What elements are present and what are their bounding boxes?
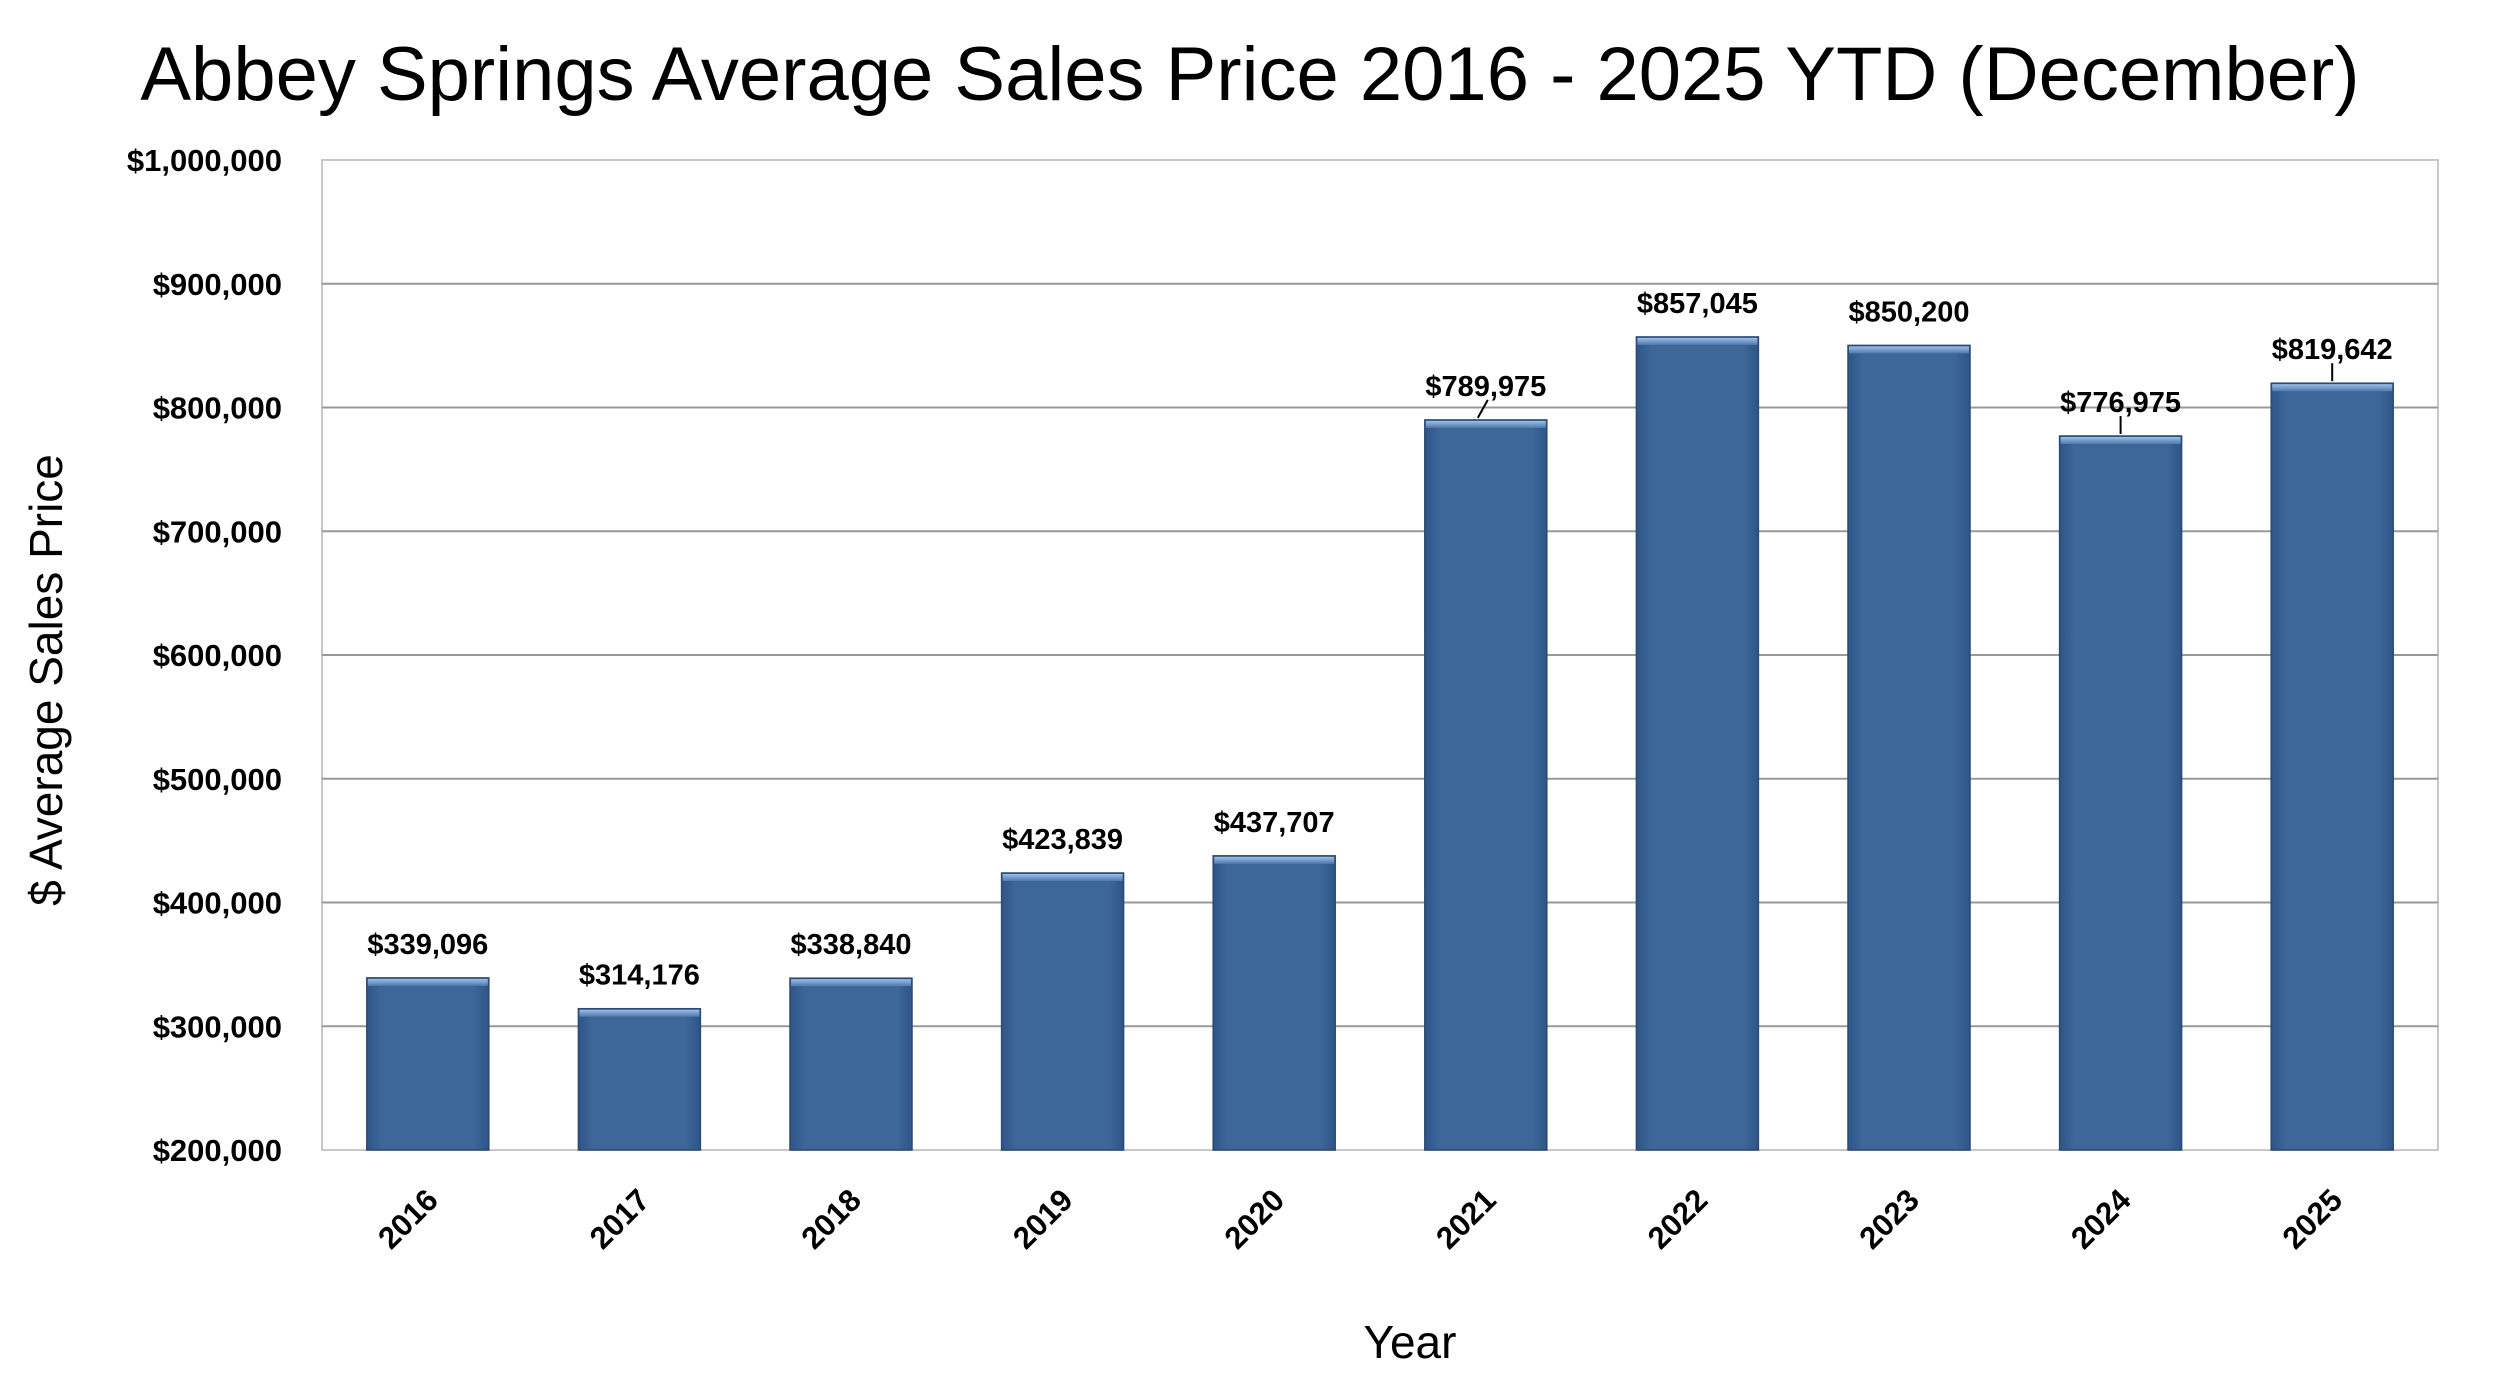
bar-top-highlight — [791, 979, 911, 987]
y-tick-label: $400,000 — [153, 886, 282, 921]
x-tick-label: 2023 — [1852, 1182, 1926, 1256]
x-tick-label: 2016 — [371, 1182, 445, 1256]
data-label: $314,176 — [579, 960, 700, 992]
y-axis-title: $ Average Sales Price — [20, 454, 72, 906]
bar — [2058, 435, 2183, 1151]
bar-top-highlight — [1214, 856, 1335, 864]
chart-title: Abbey Springs Average Sales Price 2016 -… — [140, 32, 2359, 117]
data-label: $850,200 — [1849, 296, 1970, 328]
bar — [577, 1007, 702, 1151]
x-axis-title: Year — [1364, 1316, 1457, 1368]
data-label: $857,045 — [1637, 288, 1758, 320]
label-leader-line — [1476, 399, 1489, 419]
y-tick-label: $200,000 — [153, 1133, 282, 1168]
x-tick-label: 2017 — [583, 1182, 657, 1256]
bar-top-highlight — [1002, 873, 1123, 881]
y-tick-label: $800,000 — [153, 391, 282, 426]
data-label: $819,642 — [2272, 334, 2393, 366]
x-tick-label: 2021 — [1429, 1182, 1503, 1256]
data-label: $789,975 — [1425, 371, 1546, 403]
x-tick-label: 2024 — [2064, 1182, 2138, 1256]
data-label: $339,096 — [367, 929, 488, 961]
x-tick-label: 2019 — [1006, 1182, 1080, 1256]
bar — [1847, 344, 1971, 1151]
x-tick-label: 2025 — [2276, 1182, 2350, 1256]
bar — [2270, 382, 2394, 1151]
bar — [789, 977, 913, 1151]
bar — [1000, 872, 1125, 1151]
data-label: $338,840 — [791, 929, 912, 961]
bar-top-highlight — [579, 1009, 700, 1017]
plot-area: $200,000 $300,000 $400,000 $500,000 $600,000… — [127, 143, 2439, 1256]
bar — [1424, 419, 1548, 1151]
y-tick-label: $600,000 — [153, 638, 282, 673]
data-label: $776,975 — [2060, 387, 2181, 419]
bar-top-highlight — [1637, 337, 1758, 345]
bar — [366, 977, 490, 1151]
bar-top-highlight — [2272, 384, 2393, 392]
bar-top-highlight — [2060, 436, 2181, 444]
y-tick-label: $700,000 — [153, 514, 282, 549]
y-tick-label: $300,000 — [153, 1009, 282, 1044]
data-label: $437,707 — [1214, 807, 1335, 839]
bar — [1212, 855, 1336, 1151]
x-tick-label: 2022 — [1641, 1182, 1715, 1256]
y-tick-label: $500,000 — [153, 762, 282, 797]
bar-top-highlight — [1425, 420, 1546, 428]
x-tick-label: 2018 — [794, 1182, 868, 1256]
bar-top-highlight — [1849, 346, 1969, 354]
y-tick-label: $1,000,000 — [127, 143, 282, 178]
data-label: $423,839 — [1002, 824, 1123, 856]
x-tick-label: 2020 — [1218, 1182, 1292, 1256]
y-tick-label: $900,000 — [153, 267, 282, 302]
bar — [1635, 336, 1760, 1151]
bar-top-highlight — [367, 978, 488, 986]
